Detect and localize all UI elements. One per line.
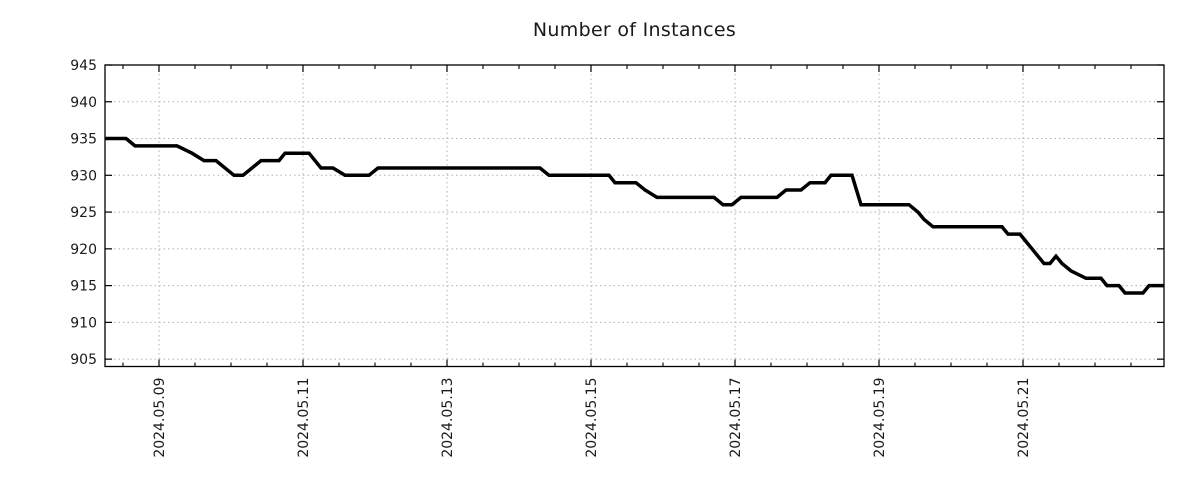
x-tick-label: 2024.05.11: [296, 378, 312, 458]
x-tick-label: 2024.05.15: [584, 378, 600, 458]
x-tick-label: 2024.05.17: [728, 378, 744, 458]
x-tick-label: 2024.05.13: [440, 378, 456, 458]
data-series-line: [105, 136, 1164, 295]
y-tick-label: 905: [70, 352, 97, 368]
x-tick-label: 2024.05.21: [1016, 378, 1032, 458]
y-tick-label: 915: [70, 279, 97, 295]
y-tick-label: 930: [70, 168, 97, 184]
chart-title: Number of Instances: [532, 19, 737, 41]
y-tick-label: 945: [70, 58, 97, 74]
x-tick-label: 2024.05.19: [872, 378, 888, 458]
y-tick-label: 910: [70, 315, 97, 331]
y-tick-label: 940: [70, 95, 97, 111]
y-tick-label: 935: [70, 132, 97, 148]
y-tick-label: 925: [70, 205, 97, 221]
y-tick-label: 920: [70, 242, 97, 258]
x-tick-label: 2024.05.09: [152, 378, 168, 458]
plot-frame: [104, 64, 1165, 368]
